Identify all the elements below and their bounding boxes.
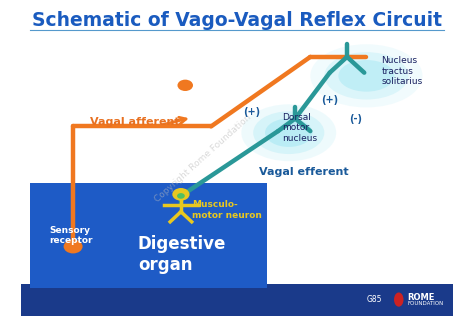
Text: Vagal efferent: Vagal efferent	[259, 167, 348, 177]
Text: (+): (+)	[321, 94, 338, 105]
Ellipse shape	[241, 104, 336, 161]
Ellipse shape	[338, 60, 394, 92]
Circle shape	[172, 188, 190, 201]
Ellipse shape	[253, 111, 324, 154]
Circle shape	[64, 240, 82, 253]
Text: Sensory
receptor: Sensory receptor	[49, 226, 93, 245]
Circle shape	[177, 80, 193, 91]
Text: (-): (-)	[349, 113, 362, 124]
Text: FOUNDATION: FOUNDATION	[407, 301, 444, 307]
Ellipse shape	[310, 44, 422, 107]
Circle shape	[177, 193, 185, 199]
Ellipse shape	[265, 118, 312, 147]
Text: Dorsal
motor
nucleus: Dorsal motor nucleus	[283, 113, 318, 143]
Ellipse shape	[324, 52, 409, 100]
Text: ROME: ROME	[407, 293, 435, 302]
FancyBboxPatch shape	[21, 284, 453, 316]
Text: Copyright Rome Foundation: Copyright Rome Foundation	[153, 112, 253, 204]
Text: Vagal afferent: Vagal afferent	[91, 117, 180, 127]
Text: (+): (+)	[244, 107, 261, 117]
Text: Digestive
organ: Digestive organ	[138, 235, 226, 274]
Text: Musculo-
motor neuron: Musculo- motor neuron	[191, 200, 262, 220]
Text: Schematic of Vago-Vagal Reflex Circuit: Schematic of Vago-Vagal Reflex Circuit	[32, 11, 442, 30]
Text: Nucleus
tractus
solitarius: Nucleus tractus solitarius	[382, 56, 423, 86]
Ellipse shape	[394, 293, 403, 307]
FancyBboxPatch shape	[30, 183, 267, 288]
Text: G85: G85	[366, 295, 382, 304]
FancyBboxPatch shape	[21, 0, 453, 284]
